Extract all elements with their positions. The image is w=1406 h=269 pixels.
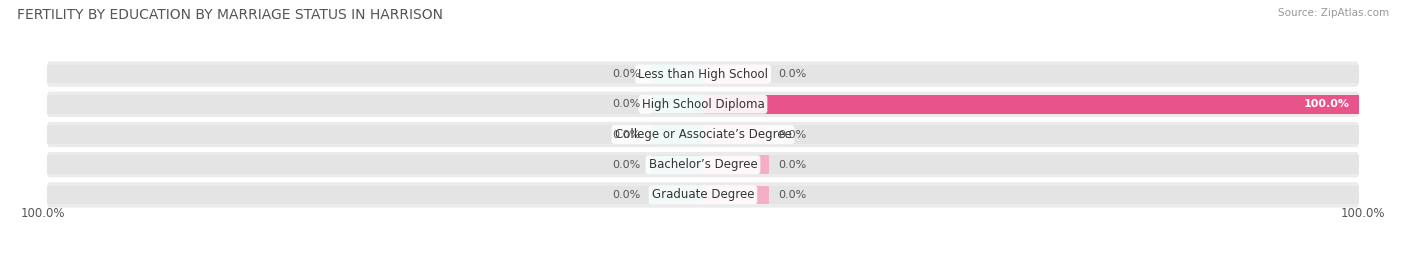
Bar xyxy=(703,65,1360,83)
Text: 100.0%: 100.0% xyxy=(1303,99,1350,109)
Text: Graduate Degree: Graduate Degree xyxy=(652,188,754,201)
Bar xyxy=(46,95,703,114)
Text: Bachelor’s Degree: Bachelor’s Degree xyxy=(648,158,758,171)
Bar xyxy=(703,65,769,83)
Text: High School Diploma: High School Diploma xyxy=(641,98,765,111)
Bar xyxy=(703,155,769,174)
Bar xyxy=(703,95,1360,114)
Text: 0.0%: 0.0% xyxy=(779,69,807,79)
FancyBboxPatch shape xyxy=(46,122,1360,147)
Bar xyxy=(703,125,1360,144)
Text: College or Associate’s Degree: College or Associate’s Degree xyxy=(614,128,792,141)
Bar xyxy=(651,125,703,144)
Text: 0.0%: 0.0% xyxy=(613,99,641,109)
Bar xyxy=(703,186,1360,204)
Bar xyxy=(651,186,703,204)
FancyBboxPatch shape xyxy=(46,92,1360,117)
FancyBboxPatch shape xyxy=(46,61,1360,87)
Text: 0.0%: 0.0% xyxy=(779,190,807,200)
Bar xyxy=(703,155,1360,174)
Bar xyxy=(651,155,703,174)
Text: 0.0%: 0.0% xyxy=(613,160,641,170)
Text: 100.0%: 100.0% xyxy=(21,207,65,220)
Text: 0.0%: 0.0% xyxy=(613,190,641,200)
Text: 0.0%: 0.0% xyxy=(779,160,807,170)
Text: 0.0%: 0.0% xyxy=(613,129,641,140)
Bar xyxy=(46,186,703,204)
FancyBboxPatch shape xyxy=(46,182,1360,208)
Bar xyxy=(46,155,703,174)
Text: 0.0%: 0.0% xyxy=(613,69,641,79)
Bar xyxy=(46,65,703,83)
Text: Less than High School: Less than High School xyxy=(638,68,768,81)
Text: 0.0%: 0.0% xyxy=(779,129,807,140)
FancyBboxPatch shape xyxy=(46,152,1360,177)
Bar xyxy=(703,95,1360,114)
Text: Source: ZipAtlas.com: Source: ZipAtlas.com xyxy=(1278,8,1389,18)
Bar xyxy=(703,186,769,204)
Text: 100.0%: 100.0% xyxy=(1341,207,1385,220)
Bar xyxy=(46,125,703,144)
Bar xyxy=(651,65,703,83)
Bar xyxy=(703,125,769,144)
Text: FERTILITY BY EDUCATION BY MARRIAGE STATUS IN HARRISON: FERTILITY BY EDUCATION BY MARRIAGE STATU… xyxy=(17,8,443,22)
Bar xyxy=(651,95,703,114)
